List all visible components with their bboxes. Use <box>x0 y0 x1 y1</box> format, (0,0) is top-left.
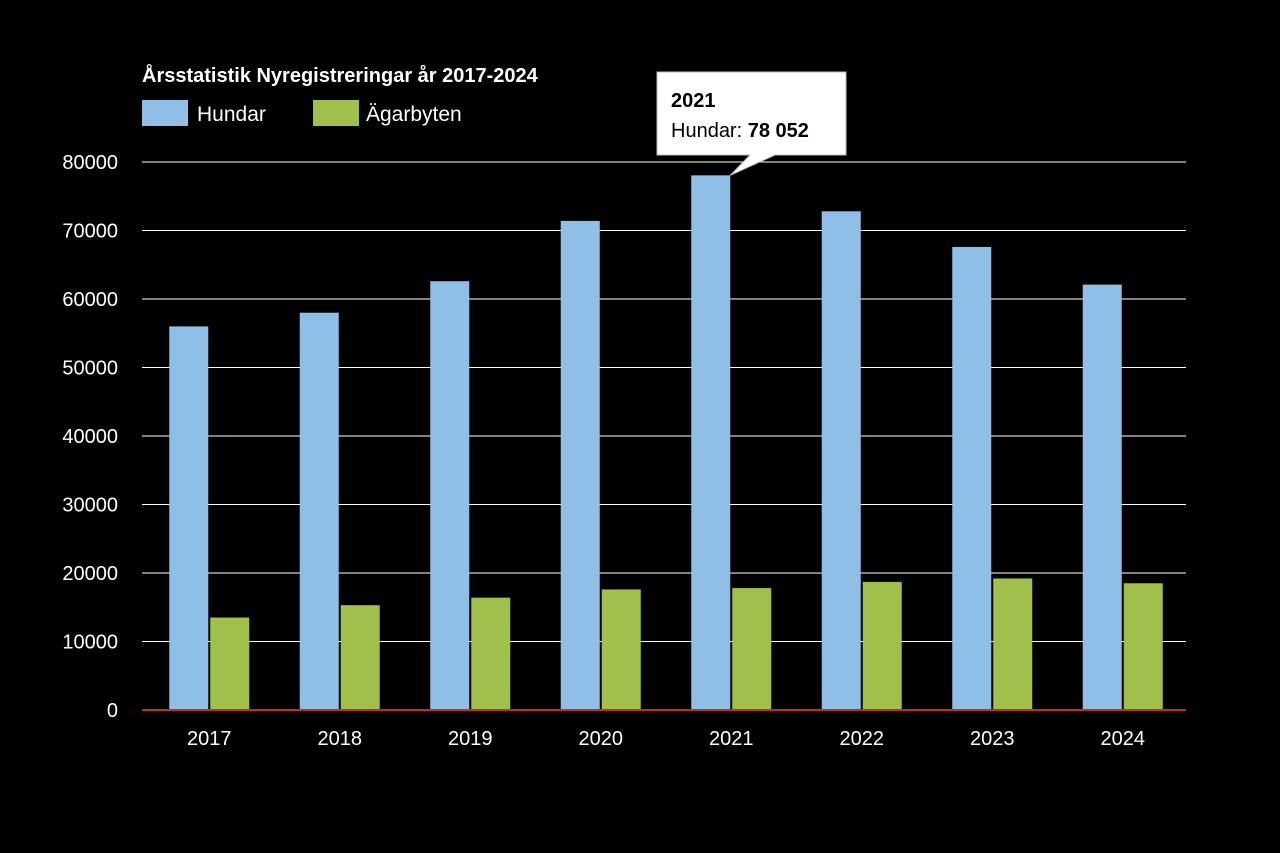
bar-agarbyten-2021[interactable] <box>732 588 772 710</box>
chart-title: Årsstatistik Nyregistreringar år 2017-20… <box>142 63 539 87</box>
bar-hundar-2022[interactable] <box>821 211 861 710</box>
y-tick-label: 70000 <box>62 221 118 243</box>
tooltip: 2021 Hundar: 78 052 <box>656 71 847 176</box>
tooltip-value: 78 052 <box>748 120 809 142</box>
x-axis-ticks: 2017 2018 2019 2020 2021 2022 2023 2024 <box>187 728 1145 750</box>
bar-hundar-2020[interactable] <box>560 220 600 710</box>
legend-swatch-hundar <box>142 100 188 126</box>
bar-agarbyten-2022[interactable] <box>862 581 902 710</box>
tooltip-label: Hundar: <box>671 120 748 142</box>
y-tick-label: 40000 <box>62 426 118 448</box>
x-tick-label: 2024 <box>1101 728 1146 750</box>
bar-agarbyten-2024[interactable] <box>1123 583 1163 710</box>
tooltip-box <box>656 71 847 176</box>
x-tick-label: 2021 <box>709 728 754 750</box>
tooltip-title: 2021 <box>671 90 716 112</box>
x-tick-label: 2018 <box>318 728 363 750</box>
bar-hundar-2019[interactable] <box>430 281 470 710</box>
grid-lines <box>142 161 1186 642</box>
y-tick-label: 10000 <box>62 632 118 654</box>
bar-hundar-2018[interactable] <box>299 312 339 710</box>
x-tick-label: 2019 <box>448 728 493 750</box>
bar-hundar-2023[interactable] <box>952 246 992 710</box>
y-tick-label: 30000 <box>62 495 118 517</box>
x-tick-label: 2022 <box>840 728 885 750</box>
x-tick-label: 2017 <box>187 728 232 750</box>
bar-agarbyten-2019[interactable] <box>471 597 511 710</box>
y-tick-label: 20000 <box>62 563 118 585</box>
x-tick-label: 2023 <box>970 728 1015 750</box>
y-axis-ticks: 0 10000 20000 30000 40000 50000 60000 70000 8000… <box>62 152 118 722</box>
legend-swatch-agarbyten <box>313 100 359 126</box>
x-tick-label: 2020 <box>579 728 624 750</box>
bar-agarbyten-2020[interactable] <box>601 589 641 710</box>
legend-label-hundar: Hundar <box>197 103 266 126</box>
legend-label-agarbyten: Ägarbyten <box>366 103 462 126</box>
y-tick-label: 60000 <box>62 289 118 311</box>
bar-agarbyten-2018[interactable] <box>340 605 380 710</box>
y-tick-label: 80000 <box>62 152 118 174</box>
bars <box>169 175 1163 710</box>
bar-agarbyten-2023[interactable] <box>993 578 1033 710</box>
bar-hundar-2021[interactable] <box>691 175 731 710</box>
bar-hundar-2017[interactable] <box>169 326 209 710</box>
bar-agarbyten-2017[interactable] <box>210 617 250 710</box>
bar-hundar-2024[interactable] <box>1082 284 1122 710</box>
y-tick-label: 50000 <box>62 358 118 380</box>
y-tick-label: 0 <box>107 700 118 722</box>
legend: Hundar Ägarbyten <box>142 100 462 126</box>
tooltip-line: Hundar: 78 052 <box>671 120 809 142</box>
